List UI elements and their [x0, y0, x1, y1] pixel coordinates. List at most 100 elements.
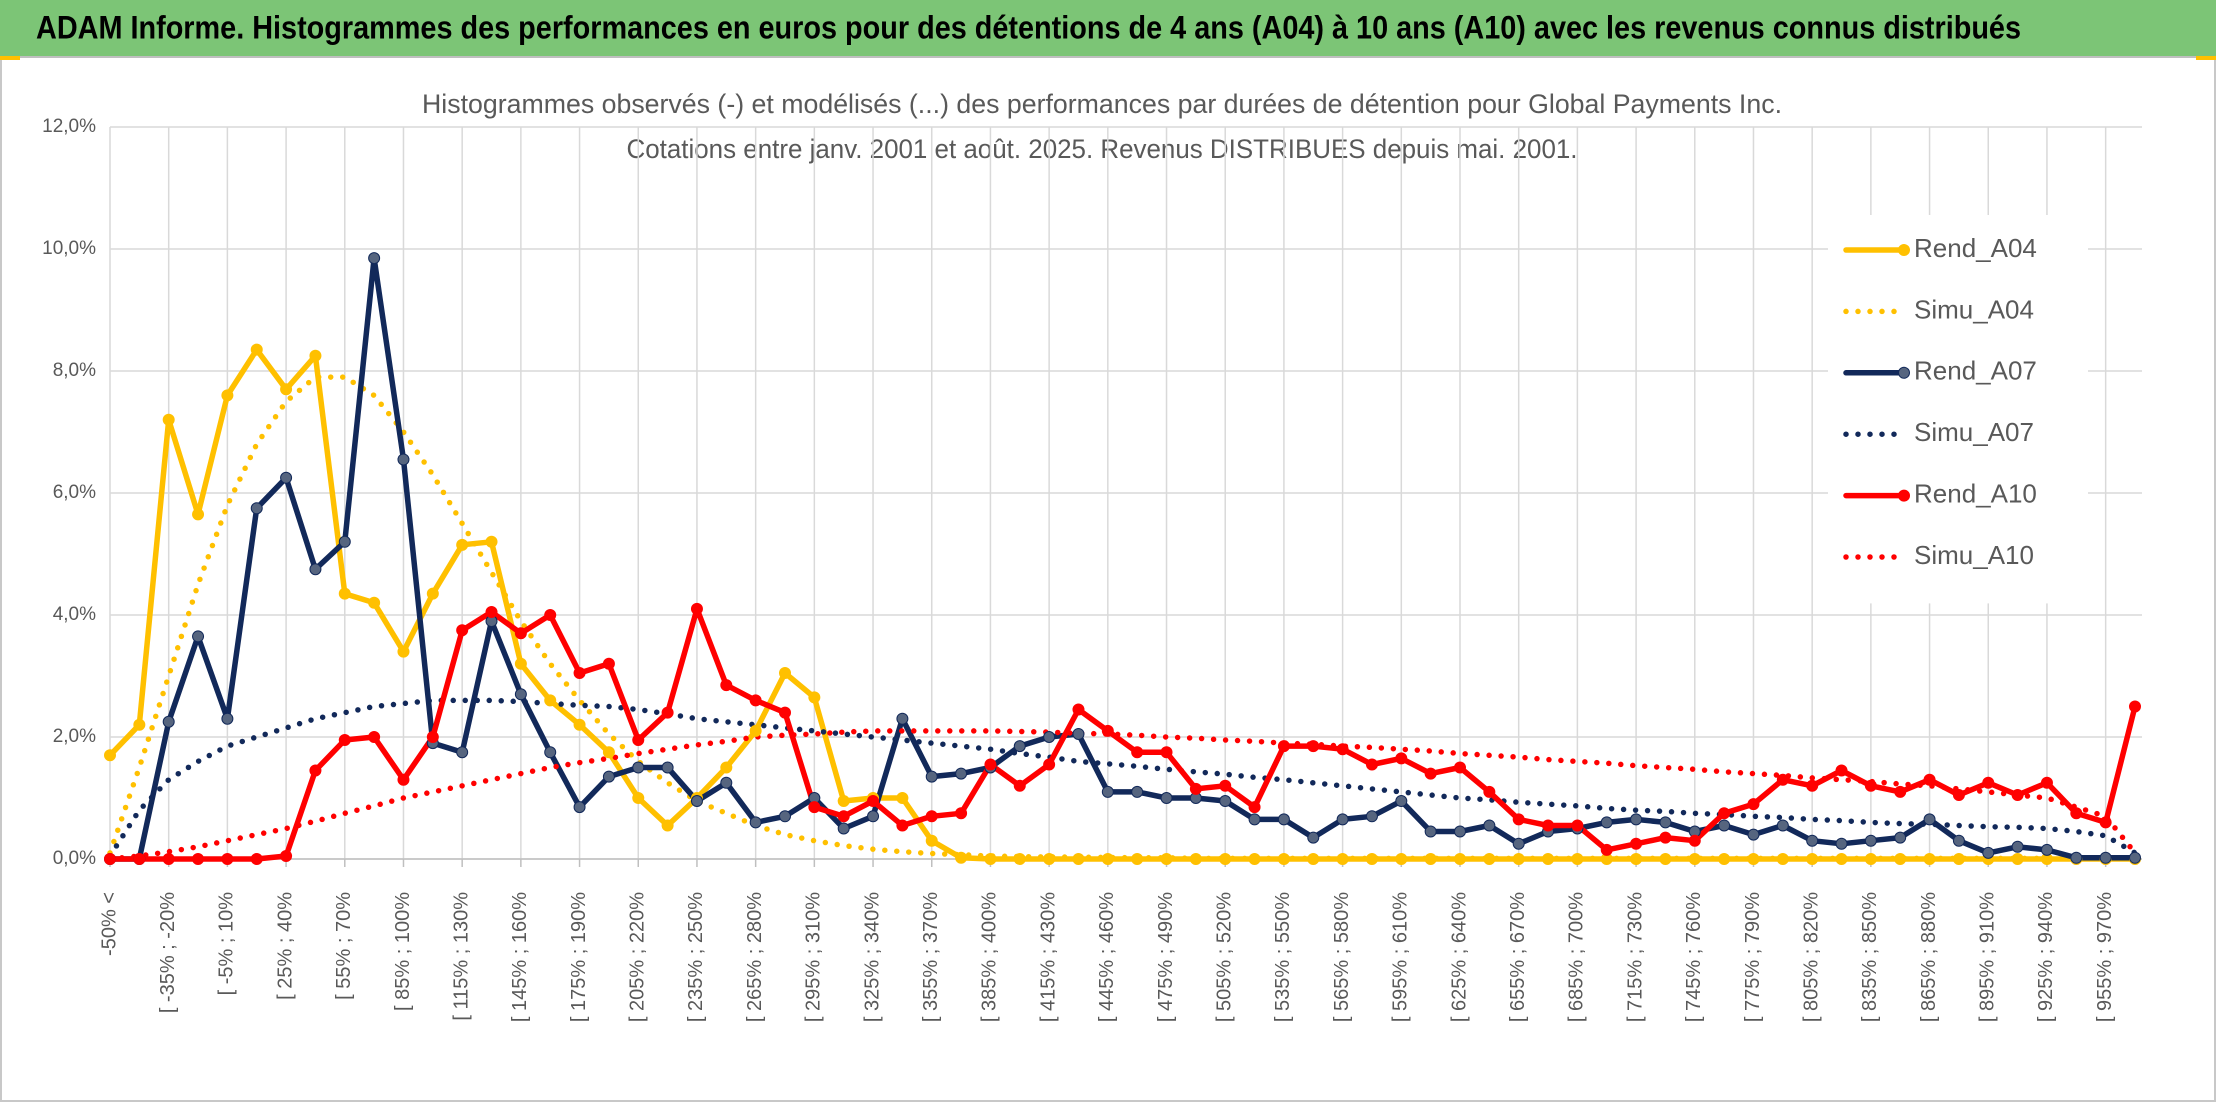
chart-subtitle: Cotations entre janv. 2001 et août. 2025…	[627, 134, 1578, 164]
point	[1835, 853, 1848, 865]
point	[250, 853, 263, 865]
point	[925, 810, 938, 823]
x-tick-label: [ 55% ; 70%	[333, 892, 355, 1000]
point	[867, 810, 880, 823]
point	[1630, 837, 1643, 850]
point	[808, 691, 821, 704]
point	[1630, 813, 1643, 826]
x-tick-label: [ 595% ; 610%	[1390, 892, 1412, 1022]
x-tick-label: [ 415% ; 430%	[1037, 892, 1059, 1022]
legend-label: Simu_A04	[1914, 294, 2034, 324]
point	[955, 807, 968, 820]
x-tick-label: [ 205% ; 220%	[627, 892, 649, 1022]
point	[2040, 776, 2053, 789]
point	[1248, 813, 1261, 826]
x-tick-label: [ 385% ; 400%	[979, 892, 1001, 1022]
point	[1013, 853, 1026, 865]
point	[250, 343, 263, 356]
point	[368, 596, 381, 609]
point	[1072, 727, 1085, 740]
point	[749, 694, 762, 707]
point	[221, 853, 234, 865]
point	[2070, 851, 2083, 864]
point	[2040, 843, 2053, 856]
x-tick-label: [ 325% ; 340%	[861, 892, 883, 1022]
point	[1160, 853, 1173, 865]
point	[1483, 853, 1496, 865]
point	[1806, 834, 1819, 847]
point	[1718, 807, 1731, 820]
observed-line	[107, 255, 2138, 862]
point	[1600, 843, 1613, 856]
point	[1512, 813, 1525, 826]
point	[1454, 825, 1466, 838]
point	[2070, 807, 2083, 820]
x-tick-label: [ 175% ; 190%	[568, 892, 590, 1022]
point	[133, 718, 146, 731]
point	[397, 645, 410, 658]
point	[749, 816, 762, 829]
point	[1864, 853, 1877, 865]
point	[1248, 801, 1261, 814]
point	[925, 834, 938, 847]
point	[1483, 785, 1496, 798]
point	[1835, 764, 1848, 777]
point	[2011, 853, 2024, 865]
legend-marker	[1898, 489, 1910, 502]
point	[1952, 834, 1965, 847]
point	[1952, 853, 1965, 865]
point	[1101, 853, 1114, 865]
legend-marker	[1898, 366, 1910, 379]
point	[837, 795, 850, 808]
point	[1101, 724, 1114, 737]
point	[720, 679, 733, 692]
point	[1952, 788, 1965, 801]
x-tick-label: [ 355% ; 370%	[920, 892, 942, 1022]
point	[162, 413, 175, 426]
point	[456, 624, 469, 637]
point	[896, 819, 909, 832]
point	[749, 724, 762, 737]
point	[1776, 773, 1789, 786]
point	[1219, 853, 1232, 865]
point	[1424, 767, 1437, 780]
point	[1365, 810, 1378, 823]
point	[1982, 846, 1995, 859]
x-tick-label: [ 895% ; 910%	[1977, 892, 1999, 1022]
point	[514, 657, 527, 670]
point	[544, 746, 557, 759]
point	[1307, 831, 1320, 844]
point	[867, 795, 880, 808]
point	[485, 605, 498, 618]
y-tick-label: 0,0%	[53, 848, 96, 869]
point	[1219, 795, 1232, 808]
legend-label: Rend_A07	[1914, 356, 2037, 386]
x-tick-label: [ 655% ; 670%	[1507, 892, 1529, 1022]
point	[1454, 853, 1466, 865]
point	[1454, 761, 1466, 774]
point	[1542, 819, 1555, 832]
point	[573, 718, 586, 731]
point	[1189, 782, 1202, 795]
point	[133, 853, 146, 865]
point	[1512, 837, 1525, 850]
point	[2129, 700, 2141, 713]
point	[426, 731, 439, 743]
point	[1189, 853, 1202, 865]
point	[309, 764, 322, 777]
point	[456, 746, 469, 759]
point	[779, 666, 791, 679]
point	[984, 853, 997, 865]
point	[1747, 853, 1760, 865]
point	[984, 758, 997, 771]
point	[955, 851, 968, 864]
x-tick-label: [ -5% ; 10%	[216, 892, 238, 996]
point	[1336, 743, 1349, 756]
point	[1277, 813, 1290, 826]
point	[1424, 825, 1437, 838]
point	[1747, 828, 1760, 841]
point	[720, 776, 733, 789]
point	[602, 770, 615, 783]
x-tick-label: [ 295% ; 310%	[803, 892, 825, 1022]
